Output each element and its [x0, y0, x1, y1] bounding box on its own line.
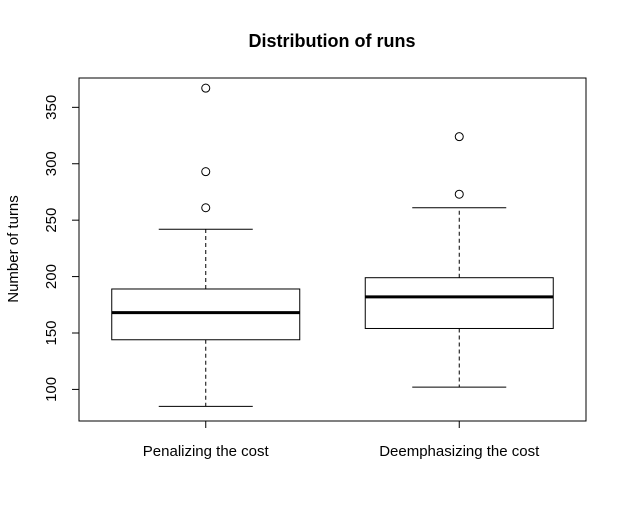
y-tick-label-1: 150: [43, 320, 60, 345]
outlier-0-0: [201, 203, 211, 213]
x-tick-label-0: Penalizing the cost: [143, 443, 270, 460]
outlier-1-0: [454, 189, 464, 199]
y-axis-label: Number of turns: [5, 195, 22, 303]
chart-title: Distribution of runs: [249, 31, 416, 51]
y-tick-label-3: 250: [43, 208, 60, 233]
y-tick-label-4: 300: [43, 151, 60, 176]
box-group-0: [111, 83, 301, 407]
plot-frame: [78, 77, 587, 422]
box-group-1: [364, 132, 554, 388]
y-tick-label-0: 100: [43, 377, 60, 402]
y-tick-label-5: 350: [43, 95, 60, 120]
outlier-0-2: [201, 83, 211, 93]
x-axis: Penalizing the cost Deemphasizing the cos…: [143, 421, 540, 460]
y-tick-label-2: 200: [43, 264, 60, 289]
box-0: [111, 288, 301, 341]
x-tick-label-1: Deemphasizing the cost: [379, 443, 540, 460]
outlier-1-1: [454, 132, 464, 142]
box-1: [364, 277, 554, 329]
boxes: [111, 83, 554, 407]
outlier-0-1: [201, 167, 211, 177]
y-axis: 100 150 200 250 300 350: [43, 95, 80, 402]
